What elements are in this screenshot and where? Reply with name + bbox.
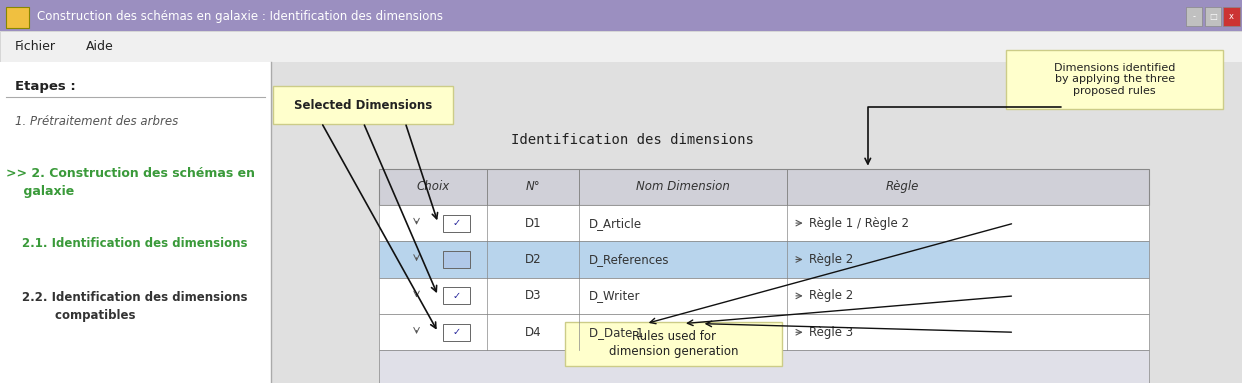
Text: D_Date 1: D_Date 1	[589, 326, 643, 339]
Bar	[442, 214, 469, 231]
Bar	[379, 350, 1149, 383]
Text: Règle 1 / Règle 2: Règle 1 / Règle 2	[810, 217, 909, 229]
Text: Etapes :: Etapes :	[15, 80, 76, 93]
Text: D4: D4	[524, 326, 542, 339]
Text: ✓: ✓	[452, 327, 461, 337]
Bar	[1223, 7, 1240, 26]
Text: Selected Dimensions: Selected Dimensions	[294, 99, 432, 112]
Bar	[1205, 7, 1221, 26]
Text: D3: D3	[524, 290, 542, 302]
FancyBboxPatch shape	[273, 86, 453, 124]
Text: Règle 3: Règle 3	[810, 326, 853, 339]
Text: □: □	[1208, 12, 1217, 21]
Text: 1. Prétraitement des arbres: 1. Prétraitement des arbres	[15, 115, 178, 128]
Text: >> 2. Construction des schémas en
    galaxie: >> 2. Construction des schémas en galaxi…	[6, 167, 255, 198]
Bar	[379, 314, 1149, 350]
Bar	[271, 62, 1242, 383]
Text: ✓: ✓	[452, 218, 461, 228]
Text: D1: D1	[524, 217, 542, 229]
Text: Identification des dimensions: Identification des dimensions	[512, 133, 754, 147]
FancyBboxPatch shape	[1006, 50, 1223, 109]
Text: Règle 2: Règle 2	[810, 253, 853, 266]
Text: Construction des schémas en galaxie : Identification des dimensions: Construction des schémas en galaxie : Id…	[37, 10, 443, 23]
Bar	[379, 169, 1149, 205]
Text: D_References: D_References	[589, 253, 669, 266]
Text: 2.1. Identification des dimensions: 2.1. Identification des dimensions	[22, 237, 248, 250]
Text: Règle: Règle	[886, 180, 919, 193]
Text: Aide: Aide	[86, 40, 113, 53]
Bar	[442, 324, 469, 341]
Bar	[0, 0, 1242, 31]
Text: N°: N°	[525, 180, 540, 193]
Text: D2: D2	[524, 253, 542, 266]
Bar	[6, 7, 29, 28]
Text: Dimensions identified
by applying the three
proposed rules: Dimensions identified by applying the th…	[1054, 63, 1175, 96]
Text: D_Writer: D_Writer	[589, 290, 641, 302]
Text: -: -	[1192, 12, 1196, 21]
Bar	[379, 241, 1149, 278]
Bar	[442, 251, 469, 268]
Bar	[379, 278, 1149, 314]
FancyBboxPatch shape	[565, 322, 782, 366]
Text: ✓: ✓	[452, 291, 461, 301]
Text: Choix: Choix	[416, 180, 450, 193]
Bar	[0, 62, 271, 383]
Bar	[0, 31, 1242, 62]
Text: Règle 2: Règle 2	[810, 290, 853, 302]
Text: Fichier: Fichier	[15, 40, 56, 53]
Text: x: x	[1228, 12, 1235, 21]
Bar	[379, 205, 1149, 241]
Text: 2.2. Identification des dimensions
        compatibles: 2.2. Identification des dimensions compa…	[22, 291, 248, 322]
Bar	[442, 287, 469, 304]
Text: Nom Dimension: Nom Dimension	[636, 180, 730, 193]
Bar	[1186, 7, 1202, 26]
Text: D_Article: D_Article	[589, 217, 642, 229]
Text: Rules used for
dimension generation: Rules used for dimension generation	[609, 330, 739, 358]
